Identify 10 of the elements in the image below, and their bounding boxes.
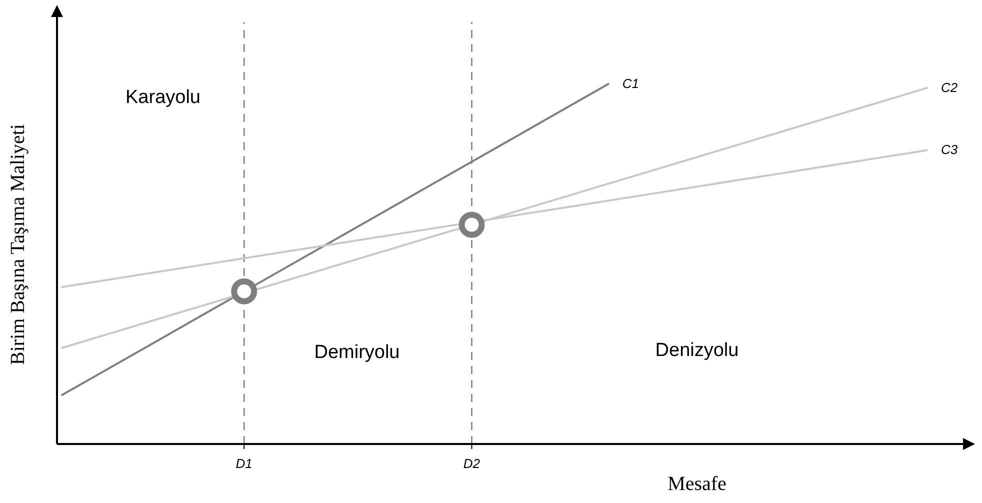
annotation: Karayolu xyxy=(126,87,200,108)
series-label: C3 xyxy=(941,142,958,158)
annotation: Denizyolu xyxy=(655,340,739,361)
series-label: C1 xyxy=(622,76,639,91)
x-axis-title: Mesafe xyxy=(668,473,727,495)
x-tick-label: D1 xyxy=(236,456,252,471)
series-label: C2 xyxy=(941,80,958,95)
y-axis-title: Birim Başına Taşıma Maliyeti xyxy=(7,124,29,365)
x-tick-label: D2 xyxy=(463,456,481,471)
annotation: Demiryolu xyxy=(314,342,400,363)
